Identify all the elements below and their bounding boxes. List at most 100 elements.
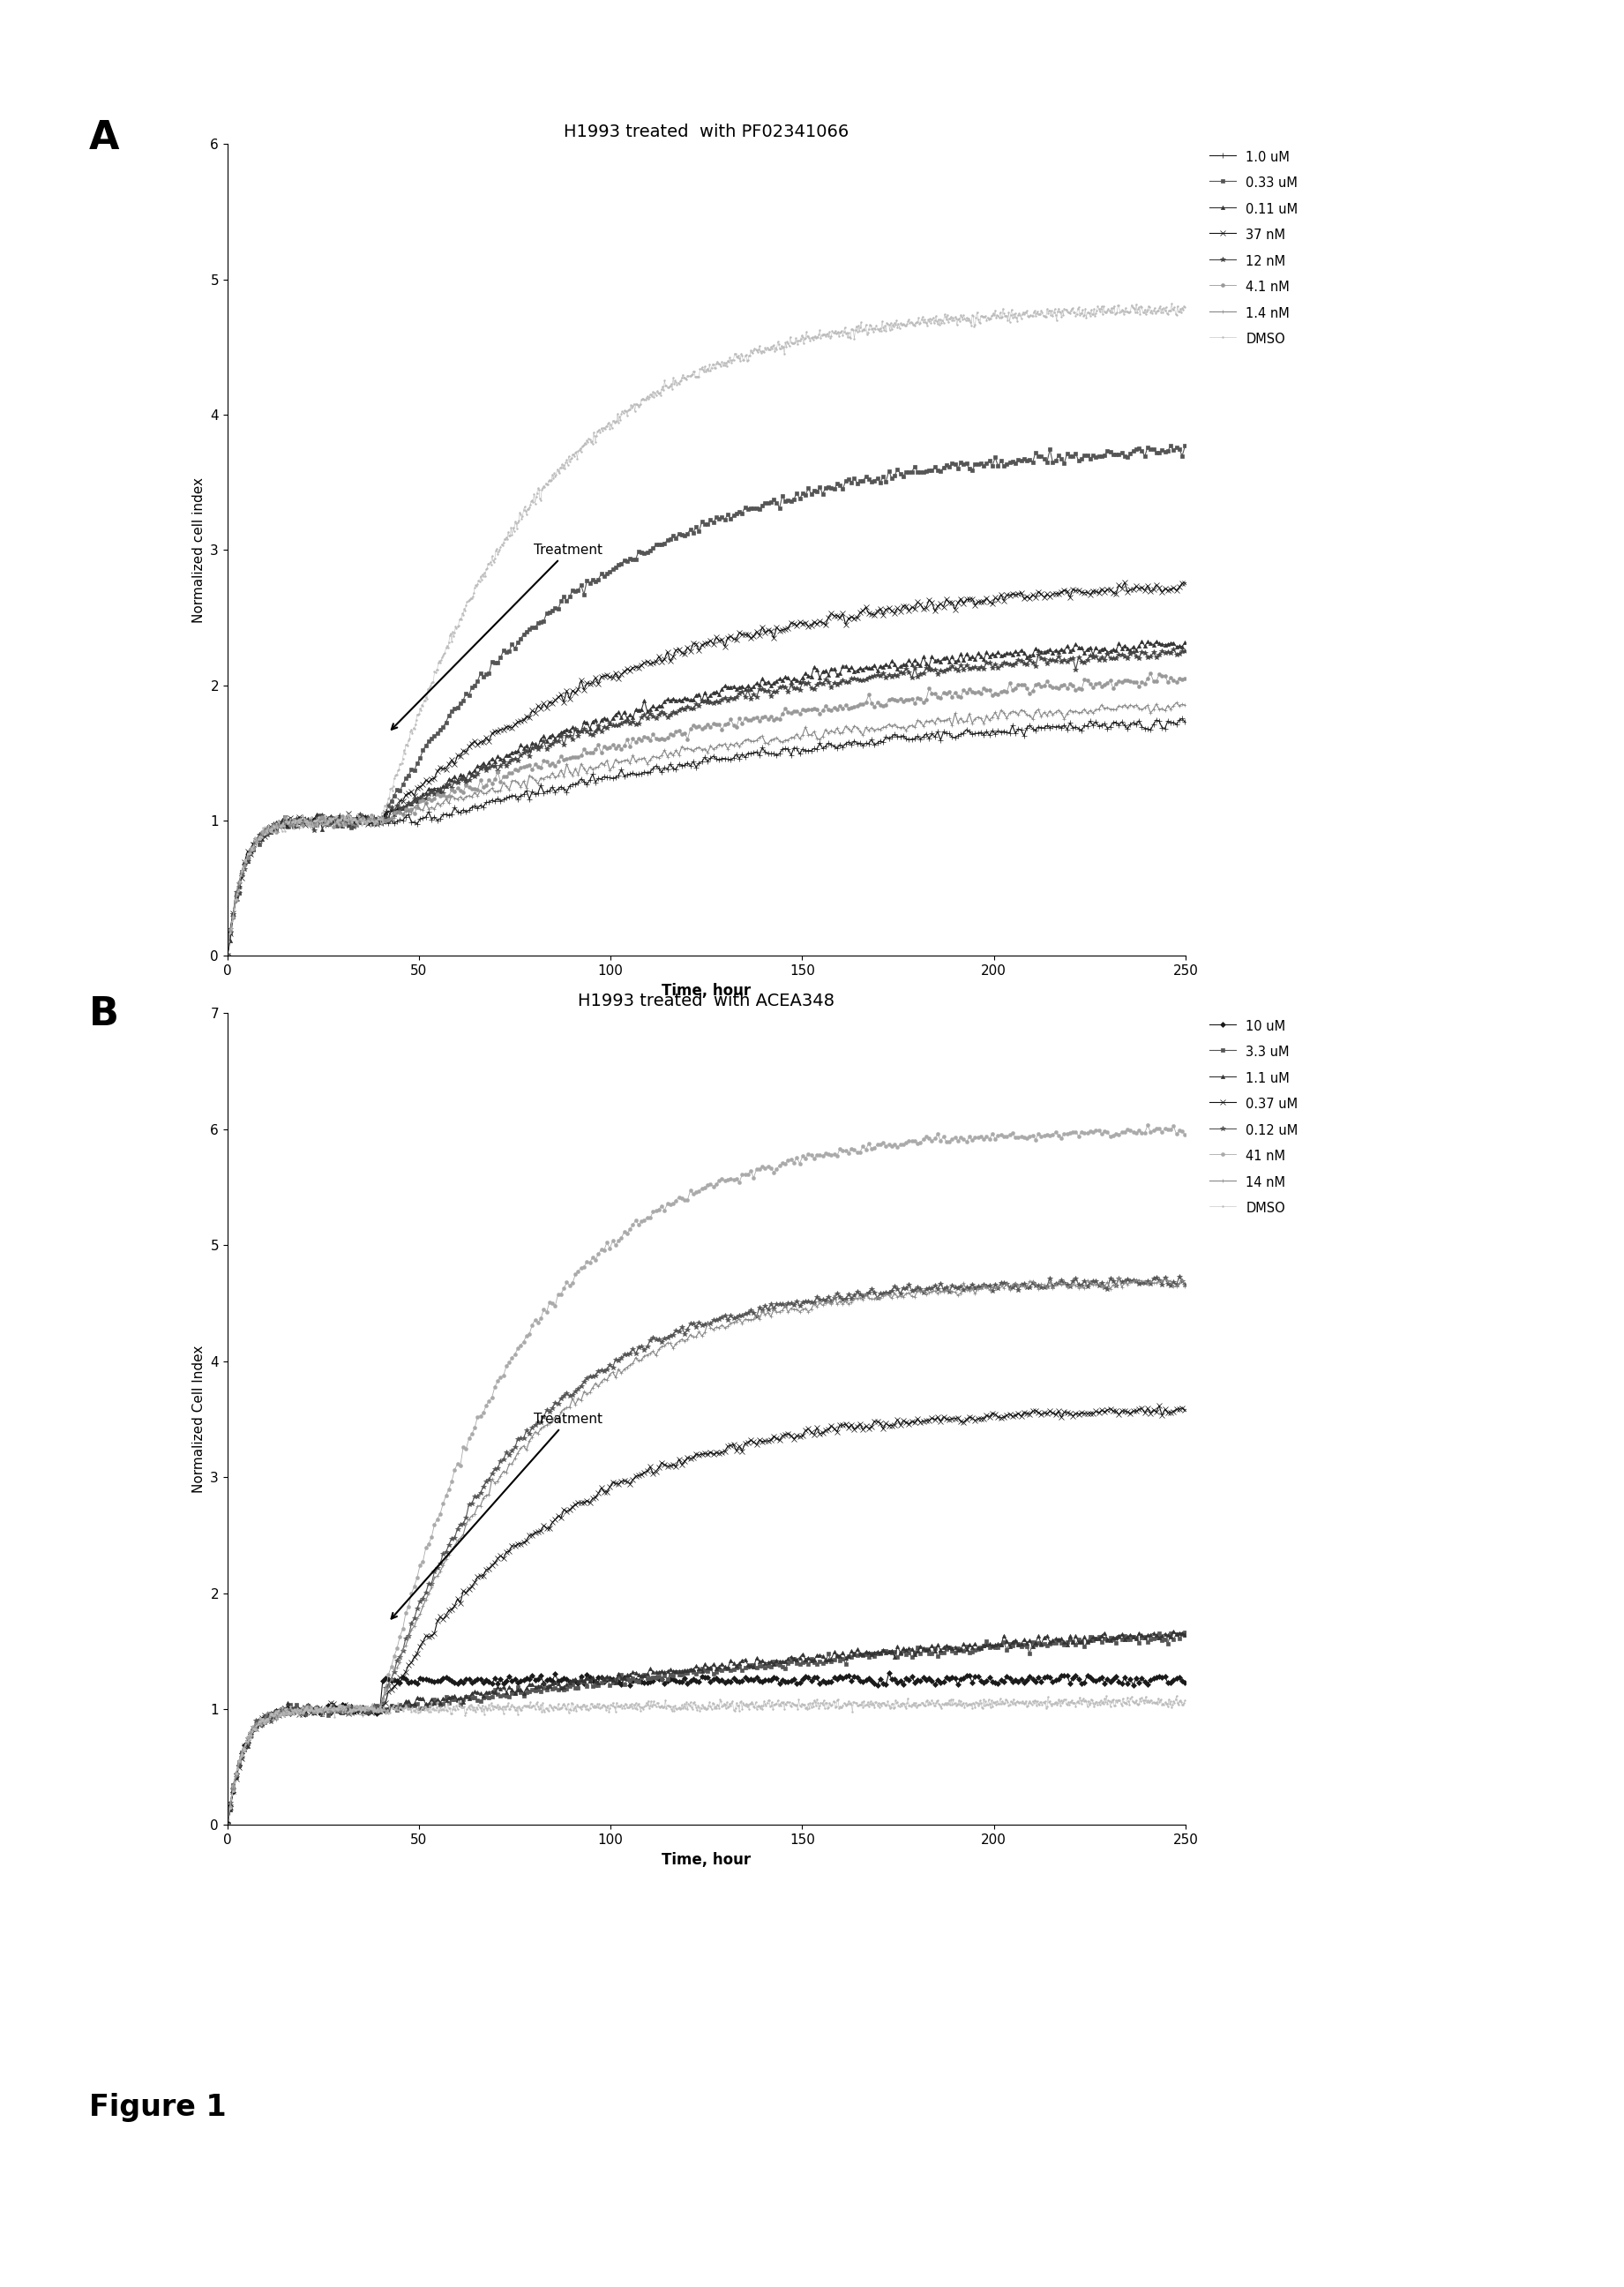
41 nM	[840, 1139, 859, 1166]
0.11 uM	[416, 780, 435, 807]
0.12 uM	[583, 1363, 603, 1390]
12 nM	[840, 668, 859, 695]
Line: 14 nM: 14 nM	[226, 1276, 1187, 1823]
0.12 uM	[1038, 1272, 1057, 1299]
3.3 uM	[1176, 1619, 1195, 1647]
DMSO	[640, 384, 659, 412]
10 uM	[879, 1658, 898, 1686]
0.11 uM	[750, 670, 770, 698]
4.1 nM	[1038, 668, 1057, 695]
Text: B: B	[89, 995, 119, 1034]
0.37 uM	[416, 1621, 435, 1649]
0.37 uM	[1150, 1393, 1169, 1420]
0.11 uM	[218, 942, 237, 970]
1.0 uM	[1038, 711, 1057, 739]
3.3 uM	[1038, 1631, 1057, 1658]
Line: DMSO: DMSO	[226, 302, 1186, 956]
37 nM	[1038, 581, 1057, 608]
0.12 uM	[781, 1290, 801, 1317]
0.12 uM	[416, 1578, 435, 1605]
10 uM	[1039, 1663, 1059, 1690]
DMSO	[875, 1690, 895, 1718]
12 nM	[750, 675, 770, 702]
41 nM	[1038, 1121, 1057, 1148]
0.11 uM	[1132, 627, 1151, 654]
1.4 nM	[1176, 691, 1195, 718]
0.33 uM	[781, 487, 801, 515]
1.1 uM	[1164, 1617, 1184, 1644]
14 nM	[750, 1306, 770, 1333]
0.33 uM	[1176, 432, 1195, 460]
3.3 uM	[750, 1651, 770, 1679]
Line: 1.1 uM: 1.1 uM	[226, 1628, 1187, 1825]
4.1 nM	[218, 942, 237, 970]
Y-axis label: Normalized cell index: Normalized cell index	[192, 478, 205, 622]
10 uM	[583, 1667, 603, 1695]
DMSO	[315, 1695, 335, 1722]
0.11 uM	[781, 668, 801, 695]
Title: H1993 treated  with PF02341066: H1993 treated with PF02341066	[564, 123, 849, 140]
1.4 nM	[1038, 702, 1057, 730]
1.0 uM	[1173, 704, 1192, 732]
10 uM	[416, 1665, 435, 1692]
4.1 nM	[840, 695, 859, 723]
41 nM	[583, 1244, 603, 1272]
14 nM	[1038, 1274, 1057, 1301]
1.1 uM	[750, 1649, 770, 1676]
14 nM	[583, 1374, 603, 1402]
1.0 uM	[781, 741, 801, 768]
Line: 0.33 uM: 0.33 uM	[226, 444, 1187, 958]
4.1 nM	[1140, 659, 1160, 686]
Legend: 10 uM, 3.3 uM, 1.1 uM, 0.37 uM, 0.12 uM, 41 nM, 14 nM, DMSO: 10 uM, 3.3 uM, 1.1 uM, 0.37 uM, 0.12 uM,…	[1205, 1013, 1304, 1221]
10 uM	[750, 1667, 770, 1695]
Line: 0.37 uM: 0.37 uM	[224, 1404, 1187, 1827]
0.33 uM	[583, 565, 603, 592]
37 nM	[583, 668, 603, 695]
37 nM	[840, 604, 859, 631]
0.33 uM	[1161, 432, 1181, 460]
4.1 nM	[781, 700, 801, 727]
X-axis label: Time, hour: Time, hour	[663, 1852, 750, 1868]
DMSO	[604, 409, 624, 437]
41 nM	[1138, 1111, 1158, 1139]
1.0 uM	[840, 727, 859, 755]
Line: 0.12 uM: 0.12 uM	[224, 1274, 1187, 1827]
4.1 nM	[1176, 666, 1195, 693]
0.33 uM	[218, 942, 237, 970]
1.4 nM	[781, 723, 801, 750]
1.4 nM	[416, 789, 435, 816]
0.33 uM	[1038, 448, 1057, 476]
12 nM	[583, 723, 603, 750]
12 nM	[416, 784, 435, 812]
Text: Treatment: Treatment	[391, 1413, 603, 1619]
DMSO	[1166, 1683, 1186, 1711]
0.12 uM	[840, 1281, 859, 1308]
1.0 uM	[1176, 709, 1195, 736]
14 nM	[218, 1807, 237, 1834]
1.0 uM	[583, 762, 603, 789]
41 nM	[750, 1155, 770, 1182]
0.12 uM	[1176, 1272, 1195, 1299]
0.11 uM	[840, 656, 859, 684]
Line: 1.4 nM: 1.4 nM	[226, 700, 1187, 954]
41 nM	[416, 1535, 435, 1562]
14 nM	[1109, 1265, 1129, 1292]
Line: 12 nM: 12 nM	[224, 647, 1187, 958]
12 nM	[1038, 650, 1057, 677]
3.3 uM	[416, 1692, 435, 1720]
1.4 nM	[583, 755, 603, 782]
41 nM	[1176, 1121, 1195, 1148]
Line: 3.3 uM: 3.3 uM	[226, 1631, 1187, 1825]
Line: 1.0 uM: 1.0 uM	[224, 716, 1187, 956]
DMSO	[981, 1688, 1000, 1715]
0.11 uM	[1038, 638, 1057, 666]
41 nM	[218, 1811, 237, 1839]
0.33 uM	[750, 496, 770, 524]
1.0 uM	[750, 741, 770, 768]
Text: A: A	[89, 119, 120, 158]
10 uM	[1176, 1670, 1195, 1697]
37 nM	[218, 942, 237, 970]
10 uM	[781, 1667, 801, 1695]
12 nM	[1176, 638, 1195, 666]
1.1 uM	[1176, 1621, 1195, 1649]
